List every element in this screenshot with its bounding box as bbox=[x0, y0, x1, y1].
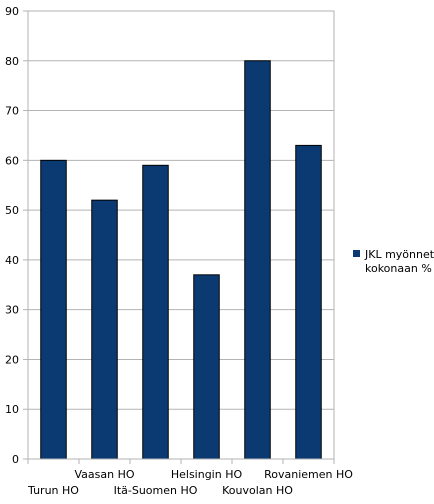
x-category-label: Rovaniemen HO bbox=[264, 468, 353, 481]
y-tick-label: 10 bbox=[5, 403, 19, 416]
bar bbox=[91, 199, 118, 460]
x-category-label: Kouvolan HO bbox=[222, 484, 293, 497]
bar bbox=[142, 164, 169, 460]
legend: JKL myönnetty kokonaan % bbox=[353, 248, 434, 275]
gridlines bbox=[28, 60, 334, 410]
y-tick-label: 90 bbox=[5, 5, 19, 18]
y-tick-label: 0 bbox=[12, 453, 19, 466]
legend-label-line-1: JKL myönnetty bbox=[364, 248, 434, 261]
plot-area bbox=[28, 11, 334, 459]
legend-swatch bbox=[353, 250, 360, 257]
x-category-label: Helsingin HO bbox=[171, 468, 243, 481]
bars bbox=[40, 60, 322, 460]
legend-label-line-2: kokonaan % bbox=[365, 262, 432, 275]
x-category-label: Turun HO bbox=[27, 484, 79, 497]
y-tick-label: 30 bbox=[5, 304, 19, 317]
bar bbox=[40, 159, 67, 460]
x-axis-labels: Turun HO Vaasan HO Itä-Suomen HO Helsingin … bbox=[27, 459, 353, 497]
x-category-label: Itä-Suomen HO bbox=[114, 484, 198, 497]
bar bbox=[193, 274, 220, 460]
y-axis-ticks: 0 10 20 30 40 50 60 70 80 90 bbox=[5, 5, 28, 466]
plot-border bbox=[27, 10, 335, 460]
y-tick-label: 80 bbox=[5, 55, 19, 68]
x-category-label: Vaasan HO bbox=[74, 468, 134, 481]
bar bbox=[295, 144, 322, 460]
y-tick-label: 70 bbox=[5, 105, 19, 118]
bar bbox=[244, 60, 271, 460]
y-tick-label: 40 bbox=[5, 254, 19, 267]
y-tick-label: 60 bbox=[5, 154, 19, 167]
y-tick-label: 50 bbox=[5, 204, 19, 217]
y-tick-label: 20 bbox=[5, 353, 19, 366]
